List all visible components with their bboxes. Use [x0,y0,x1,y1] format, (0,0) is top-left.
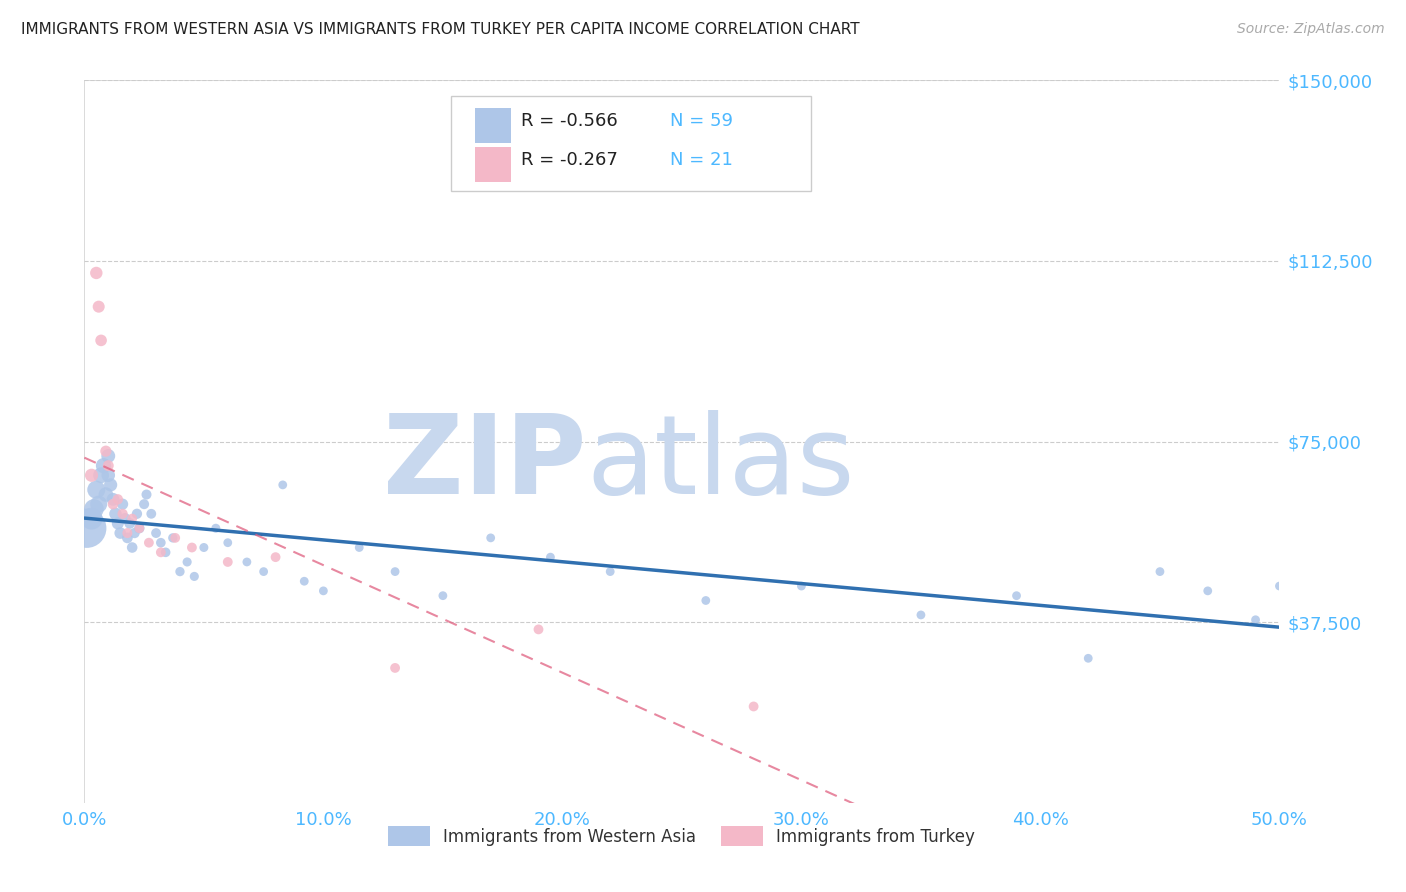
Point [110,526,132,541]
Point [169,565,191,579]
Text: R = -0.267: R = -0.267 [520,151,617,169]
Point [125,507,148,521]
Point [86,483,108,497]
Point [124,526,146,541]
Point [1005,589,1028,603]
Point [165,531,187,545]
Point [118,516,141,531]
Point [87,497,110,511]
Point [349,541,371,555]
Point [181,541,204,555]
Point [292,574,315,589]
Point [1077,651,1099,665]
Point [101,497,124,511]
Point [107,516,129,531]
Point [149,535,172,549]
FancyBboxPatch shape [475,108,510,143]
Point [97,449,120,463]
Point [695,593,717,607]
Point [94,487,117,501]
Point [80,511,103,525]
Point [217,555,239,569]
Point [97,458,120,473]
Point [104,507,127,521]
Point [101,492,124,507]
Point [114,511,136,525]
Point [1316,623,1339,637]
Point [145,526,167,541]
Point [83,502,105,516]
Point [176,555,198,569]
Point [1340,661,1362,675]
Point [121,511,143,525]
Point [162,531,184,545]
Point [86,266,108,280]
Point [93,458,115,473]
Point [111,497,134,511]
Point [217,535,239,549]
FancyBboxPatch shape [475,147,510,182]
Legend: Immigrants from Western Asia, Immigrants from Turkey: Immigrants from Western Asia, Immigrants… [382,820,981,852]
Point [236,555,259,569]
Point [479,531,502,545]
Point [135,487,157,501]
Text: Source: ZipAtlas.com: Source: ZipAtlas.com [1237,22,1385,37]
Point [271,478,294,492]
Point [97,468,120,483]
Point [205,521,228,535]
Point [384,565,406,579]
Point [1197,583,1219,598]
Point [149,545,172,559]
Text: IMMIGRANTS FROM WESTERN ASIA VS IMMIGRANTS FROM TURKEY PER CAPITA INCOME CORRELA: IMMIGRANTS FROM WESTERN ASIA VS IMMIGRAN… [21,22,859,37]
Point [1292,593,1315,607]
Point [80,468,103,483]
Text: N = 59: N = 59 [671,112,733,130]
Point [599,565,621,579]
Point [132,497,156,511]
Point [117,526,139,541]
Point [312,583,335,598]
Text: N = 21: N = 21 [671,151,733,169]
Point [141,507,163,521]
FancyBboxPatch shape [451,96,811,191]
Point [87,300,110,314]
Text: ZIP: ZIP [382,409,586,516]
Point [111,507,134,521]
Point [1244,613,1267,627]
Point [193,541,215,555]
Point [183,569,205,583]
Point [107,492,129,507]
Point [384,661,406,675]
Point [138,535,160,549]
Point [121,541,143,555]
Point [432,589,454,603]
Point [100,478,122,492]
Point [910,607,932,622]
Point [90,334,112,348]
Text: atlas: atlas [586,409,855,516]
Point [1149,565,1171,579]
Point [742,699,765,714]
Point [128,521,150,535]
Point [128,521,150,535]
Point [790,579,813,593]
Point [1268,579,1291,593]
Point [264,550,287,565]
Text: R = -0.566: R = -0.566 [520,112,617,130]
Point [76,521,98,535]
Point [540,550,562,565]
Point [117,531,139,545]
Point [155,545,177,559]
Point [90,468,112,483]
Point [94,444,117,458]
Point [253,565,276,579]
Point [527,623,550,637]
